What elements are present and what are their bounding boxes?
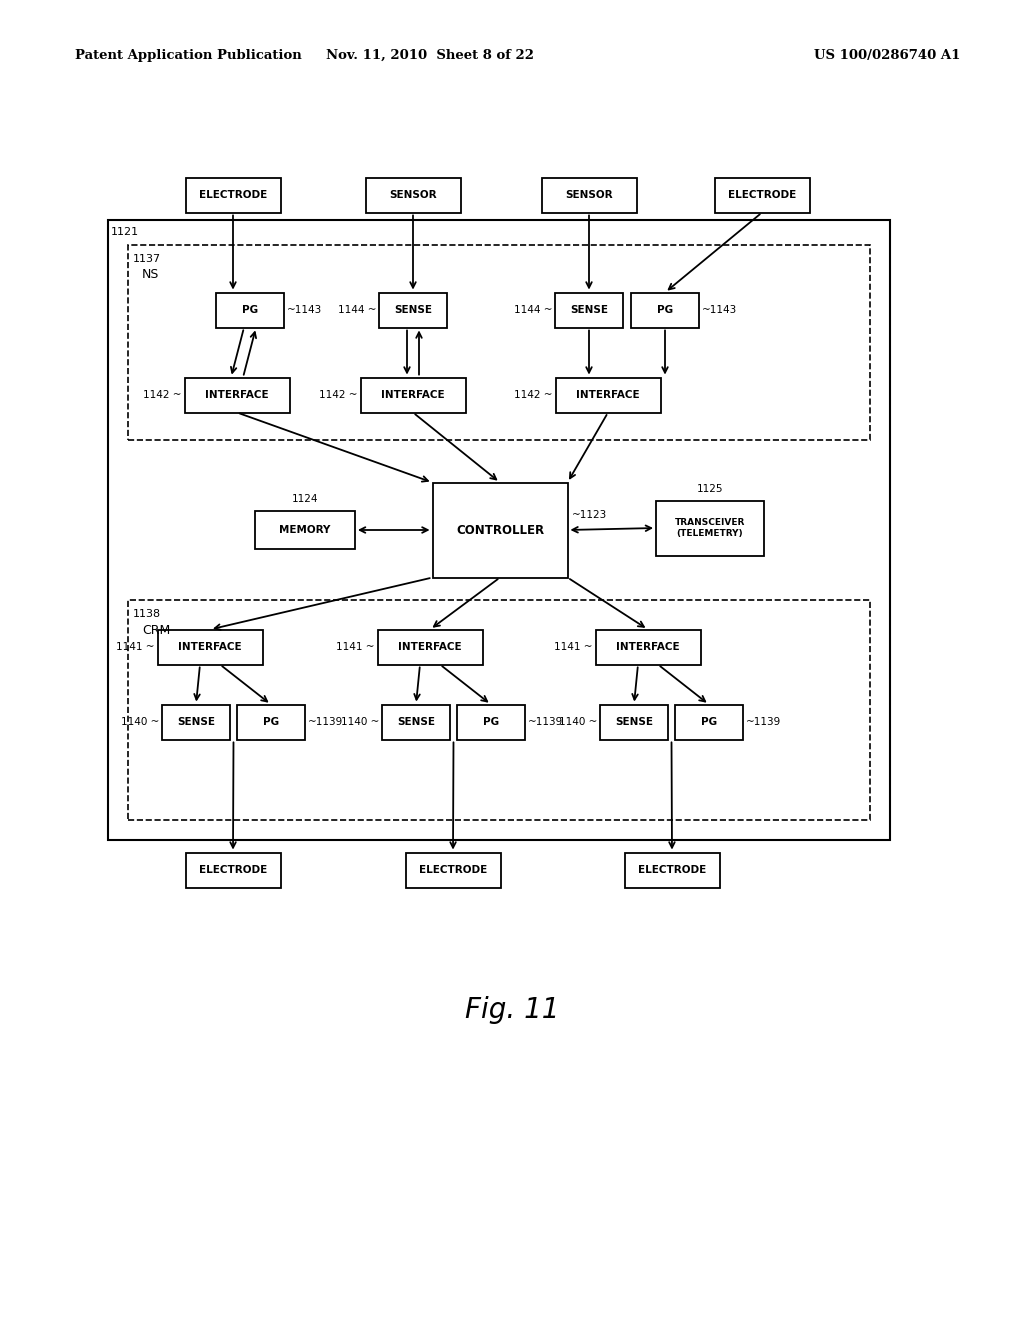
Bar xyxy=(108,220,890,840)
Bar xyxy=(406,853,501,887)
Text: SENSE: SENSE xyxy=(177,717,215,727)
Text: 1124: 1124 xyxy=(292,494,318,504)
Text: Nov. 11, 2010  Sheet 8 of 22: Nov. 11, 2010 Sheet 8 of 22 xyxy=(326,49,534,62)
Text: ELECTRODE: ELECTRODE xyxy=(728,190,796,201)
Bar xyxy=(378,630,482,664)
Bar xyxy=(255,511,355,549)
Bar xyxy=(656,500,764,556)
Text: CONTROLLER: CONTROLLER xyxy=(456,524,544,536)
Text: ~1143: ~1143 xyxy=(287,305,323,315)
Text: 1141 ~: 1141 ~ xyxy=(336,642,375,652)
Text: INTERFACE: INTERFACE xyxy=(178,642,242,652)
Bar xyxy=(185,853,281,887)
Bar xyxy=(185,177,281,213)
Text: 1142 ~: 1142 ~ xyxy=(143,389,181,400)
Text: ~1139: ~1139 xyxy=(528,717,563,727)
Text: ~1139: ~1139 xyxy=(746,717,781,727)
Bar xyxy=(128,246,870,440)
Text: 1140 ~: 1140 ~ xyxy=(121,717,159,727)
Text: CRM: CRM xyxy=(142,623,170,636)
Text: TRANSCEIVER
(TELEMETRY): TRANSCEIVER (TELEMETRY) xyxy=(675,519,745,537)
Text: INTERFACE: INTERFACE xyxy=(616,642,680,652)
Text: SENSE: SENSE xyxy=(394,305,432,315)
Bar xyxy=(216,293,284,327)
Text: 1138: 1138 xyxy=(133,609,161,619)
Bar xyxy=(675,705,743,739)
Bar xyxy=(128,601,870,820)
Bar xyxy=(457,705,525,739)
Text: 1142 ~: 1142 ~ xyxy=(319,389,357,400)
Bar xyxy=(625,853,720,887)
Text: SENSOR: SENSOR xyxy=(565,190,612,201)
Text: INTERFACE: INTERFACE xyxy=(398,642,462,652)
Text: PG: PG xyxy=(263,717,280,727)
Text: 1137: 1137 xyxy=(133,253,161,264)
Text: US 100/0286740 A1: US 100/0286740 A1 xyxy=(814,49,961,62)
Bar xyxy=(366,177,461,213)
Text: PG: PG xyxy=(483,717,499,727)
Bar xyxy=(432,483,567,578)
Text: 1121: 1121 xyxy=(111,227,139,238)
Text: ~1139: ~1139 xyxy=(308,717,343,727)
Text: NS: NS xyxy=(142,268,160,281)
Bar xyxy=(631,293,699,327)
Text: Patent Application Publication: Patent Application Publication xyxy=(75,49,302,62)
Bar xyxy=(715,177,810,213)
Bar xyxy=(555,293,623,327)
Bar xyxy=(162,705,230,739)
Text: PG: PG xyxy=(701,717,717,727)
Bar xyxy=(360,378,466,412)
Text: 1144 ~: 1144 ~ xyxy=(338,305,376,315)
Text: SENSE: SENSE xyxy=(615,717,653,727)
Bar xyxy=(237,705,305,739)
Text: MEMORY: MEMORY xyxy=(280,525,331,535)
Text: SENSE: SENSE xyxy=(397,717,435,727)
Text: PG: PG xyxy=(242,305,258,315)
Text: INTERFACE: INTERFACE xyxy=(577,389,640,400)
Text: 1141 ~: 1141 ~ xyxy=(554,642,593,652)
Text: PG: PG xyxy=(657,305,673,315)
Bar xyxy=(596,630,700,664)
Bar xyxy=(600,705,668,739)
Text: INTERFACE: INTERFACE xyxy=(381,389,444,400)
Text: ELECTRODE: ELECTRODE xyxy=(199,190,267,201)
Text: 1144 ~: 1144 ~ xyxy=(513,305,552,315)
Text: ELECTRODE: ELECTRODE xyxy=(638,865,707,875)
Text: 1141 ~: 1141 ~ xyxy=(116,642,155,652)
Bar xyxy=(379,293,447,327)
Text: INTERFACE: INTERFACE xyxy=(205,389,269,400)
Text: ~1143: ~1143 xyxy=(702,305,737,315)
Text: SENSE: SENSE xyxy=(570,305,608,315)
Text: 1140 ~: 1140 ~ xyxy=(341,717,379,727)
Bar xyxy=(184,378,290,412)
Text: ~1123: ~1123 xyxy=(571,510,607,520)
Bar xyxy=(158,630,262,664)
Text: 1140 ~: 1140 ~ xyxy=(559,717,597,727)
Text: SENSOR: SENSOR xyxy=(389,190,437,201)
Text: Fig. 11: Fig. 11 xyxy=(465,997,559,1024)
Bar xyxy=(555,378,660,412)
Text: 1142 ~: 1142 ~ xyxy=(514,389,553,400)
Bar xyxy=(382,705,450,739)
Text: ELECTRODE: ELECTRODE xyxy=(199,865,267,875)
Text: ELECTRODE: ELECTRODE xyxy=(419,865,487,875)
Bar xyxy=(542,177,637,213)
Text: 1125: 1125 xyxy=(696,483,723,494)
